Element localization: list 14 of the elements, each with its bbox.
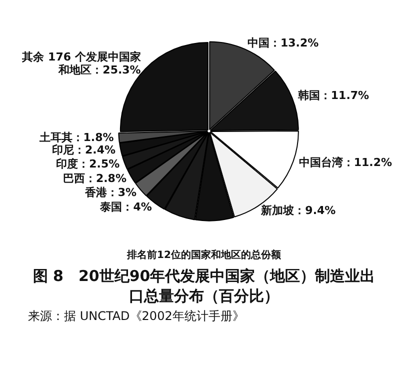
slice-label: 中国：13.2% (247, 36, 319, 50)
slice-label: 印度：2.5% (56, 158, 120, 171)
slice-label: 其余 176 个发展中国家和地区：25.3% (21, 50, 141, 76)
text: 图 8 20世纪90年代发展中国家（地区）制造业出口总量分布（百分比） (32, 266, 376, 306)
text: 排名前12位的国家和地区的总份额 (126, 248, 282, 262)
slice-label: 巴西：2.8% (62, 172, 126, 185)
slice-label: 印尼：2.4% (52, 144, 116, 157)
slice-label: 韩国：11.7% (296, 88, 370, 102)
slice-label: 泰国：4% (99, 200, 152, 214)
slice-label: 新加坡：9.4% (260, 204, 336, 217)
slice-label: 中国台湾：11.2% (298, 156, 392, 170)
slice-label: 土耳其：1.8% (38, 131, 114, 144)
slice-label: 香港：3% (84, 186, 137, 200)
source-note: 来源：据 UNCTAD《2002年统计手册》 (27, 308, 246, 325)
